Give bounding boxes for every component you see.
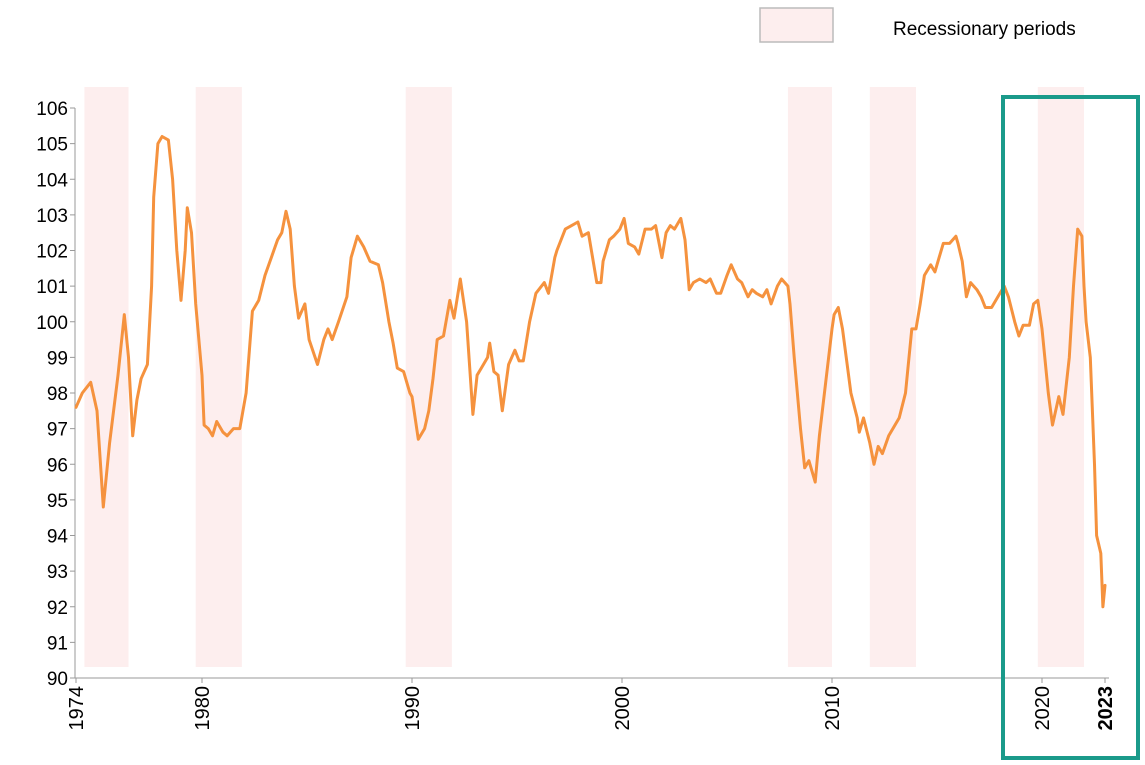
x-tick-label: 2020 bbox=[1032, 686, 1054, 731]
recession-band bbox=[405, 87, 452, 667]
x-tick-label: 2000 bbox=[612, 686, 634, 731]
recession-band bbox=[1037, 87, 1084, 667]
highlight-box bbox=[1001, 95, 1140, 760]
legend-swatch bbox=[759, 7, 834, 43]
y-tick-label: 102 bbox=[36, 242, 68, 263]
recession-band bbox=[84, 87, 129, 667]
y-tick-label: 104 bbox=[36, 170, 68, 191]
y-tick-label: 94 bbox=[47, 527, 69, 548]
recession-band bbox=[869, 87, 916, 667]
legend-label: Recessionary periods bbox=[893, 19, 1076, 40]
y-tick-label: 101 bbox=[36, 277, 68, 298]
y-tick-label: 98 bbox=[47, 384, 68, 405]
series-line bbox=[74, 135, 1107, 609]
x-tick-label: 1980 bbox=[192, 686, 214, 731]
y-tick-label: 96 bbox=[47, 455, 68, 476]
x-tick-label: 2010 bbox=[822, 686, 844, 731]
y-tick-label: 91 bbox=[47, 633, 68, 654]
y-tick-label: 92 bbox=[47, 598, 68, 619]
x-tick-label: 1990 bbox=[402, 686, 424, 731]
y-tick-label: 97 bbox=[47, 420, 68, 441]
y-tick-label: 103 bbox=[36, 206, 68, 227]
x-tick-label: 1974 bbox=[66, 686, 88, 731]
y-tick-label: 100 bbox=[36, 313, 68, 334]
y-tick-label: 105 bbox=[36, 135, 68, 156]
y-tick-label: 93 bbox=[47, 562, 68, 583]
y-tick-label: 106 bbox=[36, 99, 68, 120]
x-tick-label: 2023 bbox=[1095, 686, 1117, 731]
y-tick-label: 90 bbox=[47, 669, 68, 690]
y-tick-label: 99 bbox=[47, 348, 68, 369]
y-tick-label: 95 bbox=[47, 491, 68, 512]
